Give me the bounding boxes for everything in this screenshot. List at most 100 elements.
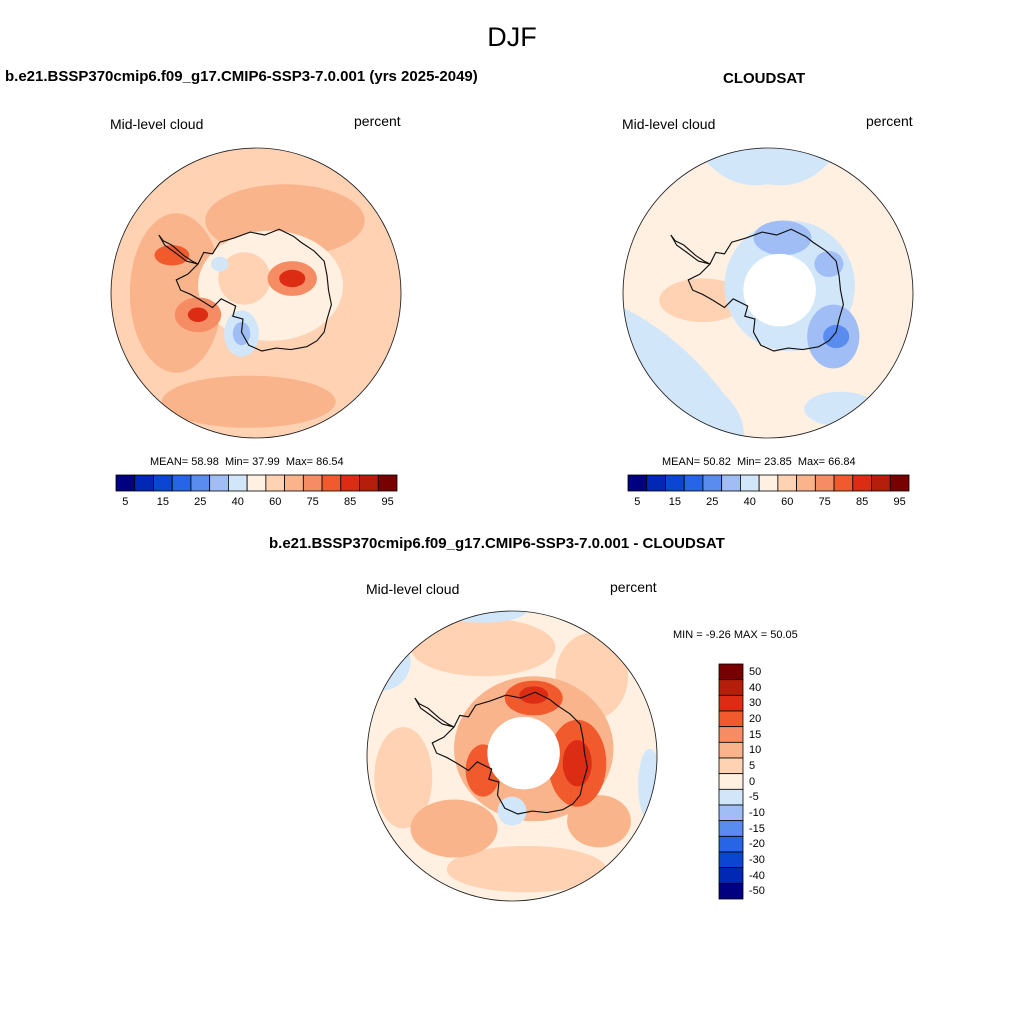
colorbar-swatch (718, 851, 744, 869)
colorbar-tick-label: 20 (749, 712, 762, 725)
panel3-map-boundary (366, 610, 658, 902)
panel1-min-value: 37.99 (252, 456, 280, 468)
panel3-field-patch (410, 799, 498, 858)
colorbar-swatch (871, 474, 891, 492)
colorbar-swatch (889, 474, 910, 492)
colorbar-swatch (284, 474, 304, 492)
colorbar-tick-label: 85 (344, 496, 357, 508)
colorbar-tick-label: -20 (749, 838, 765, 851)
panel1-field-patch (211, 256, 229, 272)
panel2-stats: MEAN= 50.82 Min= 23.85 Max= 66.84 (662, 456, 856, 468)
panel2-mean-label: MEAN= (662, 456, 701, 468)
panel2-colorbar (627, 474, 910, 492)
panel1-field-patch (187, 307, 209, 322)
colorbar-tick-label: 5 (122, 496, 129, 508)
colorbar-swatch (718, 741, 744, 759)
panel1-field-patch (279, 269, 306, 288)
colorbar-swatch (246, 474, 267, 492)
panel2-variable-label: Mid-level cloud (622, 116, 716, 132)
colorbar-tick-label: 0 (749, 775, 756, 788)
panel1-title: b.e21.BSSP370cmip6.f09_g17.CMIP6-SSP3-7.… (5, 68, 478, 85)
panel1-max-label: Max= (285, 456, 314, 468)
panel2-min-label: Min= (736, 456, 762, 468)
panel3-stats: MIN = -9.26 MAX = 50.05 (673, 629, 798, 641)
colorbar-tick-label: 50 (749, 665, 762, 678)
panel3-colorbar (718, 663, 744, 900)
panel1-colorbar (115, 474, 398, 492)
panel3-field-patch (519, 686, 549, 704)
colorbar-swatch (721, 474, 741, 492)
colorbar-swatch (718, 773, 744, 790)
colorbar-swatch (265, 474, 286, 492)
colorbar-tick-label: 15 (156, 496, 169, 508)
panel2-max-label: Max= (797, 456, 826, 468)
colorbar-swatch (852, 474, 872, 492)
colorbar-swatch (228, 474, 248, 492)
panel1-variable-label: Mid-level cloud (110, 116, 204, 132)
colorbar-swatch (718, 663, 744, 681)
colorbar-tick-label: -30 (749, 853, 765, 866)
panel3-title: b.e21.BSSP370cmip6.f09_g17.CMIP6-SSP3-7.… (269, 535, 725, 552)
panel3-polar-map (366, 610, 658, 902)
colorbar-tick-label: 30 (749, 697, 762, 710)
colorbar-swatch (718, 835, 744, 853)
colorbar-swatch (777, 474, 798, 492)
panel3-variable-label: Mid-level cloud (366, 581, 460, 597)
panel1-field-patch (129, 213, 223, 373)
colorbar-swatch (340, 474, 360, 492)
panel3-units-label: percent (610, 579, 657, 595)
colorbar-swatch (627, 474, 648, 492)
colorbar-tick-label: -40 (749, 869, 765, 882)
panel3-field-patch (567, 795, 631, 848)
panel1-field-patch (232, 322, 251, 346)
panel3-max-value: 50.05 (770, 629, 798, 641)
colorbar-swatch (683, 474, 704, 492)
colorbar-tick-label: 15 (668, 496, 681, 508)
panel3-min-label: MIN = (673, 629, 703, 641)
panel2-field-patch (695, 148, 841, 186)
panel3-field-patch (374, 727, 433, 829)
colorbar-swatch (646, 474, 666, 492)
panel2-field-patch (753, 220, 812, 256)
panel3-field-patch (638, 748, 657, 822)
colorbar-swatch (321, 474, 342, 492)
colorbar-swatch (702, 474, 723, 492)
colorbar-tick-label: 75 (306, 496, 319, 508)
colorbar-swatch (134, 474, 154, 492)
panel2-map-boundary (622, 147, 914, 439)
colorbar-tick-label: 40 (749, 681, 762, 694)
colorbar-swatch (718, 710, 744, 728)
panel1-mean-value: 58.98 (191, 456, 219, 468)
colorbar-swatch (814, 474, 835, 492)
colorbar-swatch (796, 474, 816, 492)
colorbar-swatch (718, 788, 744, 806)
figure-title: DJF (487, 22, 537, 52)
colorbar-tick-label: 5 (634, 496, 641, 508)
colorbar-tick-label: 60 (781, 496, 794, 508)
colorbar-swatch (665, 474, 685, 492)
colorbar-tick-label: -50 (749, 885, 765, 898)
colorbar-swatch (740, 474, 760, 492)
colorbar-tick-label: -5 (749, 791, 759, 804)
colorbar-tick-label: 5 (749, 759, 756, 772)
panel1-mean-label: MEAN= (150, 456, 189, 468)
panel1-field-patch (154, 245, 190, 266)
panel1-max-value: 86.54 (316, 456, 344, 468)
colorbar-tick-label: 40 (231, 496, 244, 508)
colorbar-swatch (115, 474, 136, 492)
panel1-polar-map (110, 147, 402, 439)
colorbar-swatch (718, 820, 744, 837)
panel2-field-patch (804, 391, 877, 427)
colorbar-tick-label: 10 (749, 744, 762, 757)
panel3-min-value: -9.26 (705, 629, 731, 641)
panel3-missing-data-hole (487, 716, 560, 790)
panel2-field-patch (814, 250, 844, 278)
colorbar-swatch (718, 679, 744, 696)
panel1-min-label: Min= (224, 456, 250, 468)
colorbar-swatch (377, 474, 398, 492)
panel1-field-patch (218, 252, 271, 305)
panel3-field-patch (446, 845, 607, 893)
panel2-units-label: percent (866, 113, 913, 129)
colorbar-swatch (718, 804, 744, 822)
colorbar-swatch (718, 726, 744, 743)
